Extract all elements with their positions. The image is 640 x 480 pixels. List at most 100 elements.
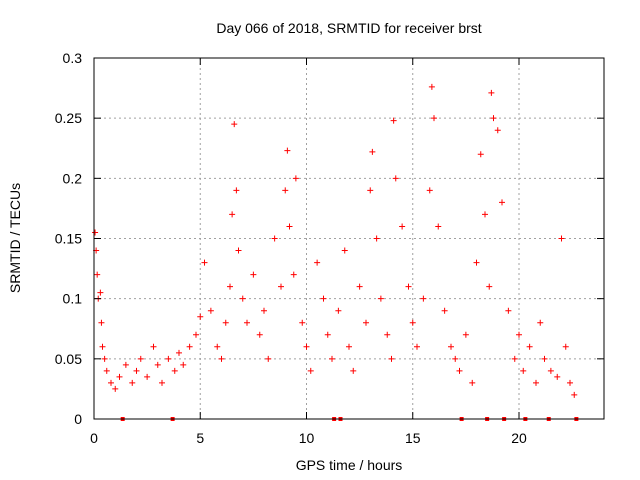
data-point [469, 379, 476, 386]
data-point [129, 379, 136, 386]
data-point [369, 148, 376, 155]
x-tick-label: 10 [299, 430, 315, 446]
data-point [499, 199, 505, 206]
data-point [335, 307, 342, 314]
x-axis-label: GPS time / hours [296, 457, 403, 473]
data-point [133, 367, 140, 374]
data-point [473, 259, 480, 266]
y-tick-label: 0.2 [63, 170, 83, 186]
data-point [414, 343, 420, 350]
data-point [229, 211, 236, 218]
data-point [426, 187, 433, 194]
data-point [97, 289, 104, 296]
data-point [244, 319, 250, 326]
data-point [462, 331, 469, 338]
data-point [180, 361, 187, 368]
data-point [233, 187, 240, 194]
data-point [494, 127, 501, 134]
data-point [235, 247, 242, 254]
data-point [477, 151, 484, 158]
data-point [112, 385, 119, 392]
data-point [303, 343, 310, 350]
data-point [388, 355, 395, 362]
data-point [558, 235, 565, 242]
data-point [99, 343, 106, 350]
data-point [284, 147, 291, 154]
data-point [214, 343, 221, 350]
data-point [278, 283, 284, 290]
data-point [324, 331, 331, 338]
data-point [363, 319, 369, 326]
data-point [428, 83, 435, 90]
x-tick-label: 5 [196, 430, 204, 446]
data-point [431, 115, 437, 122]
data-point [541, 355, 548, 362]
data-point [231, 121, 238, 128]
data-point [116, 373, 123, 380]
data-point [261, 307, 267, 314]
data-point [448, 343, 454, 350]
x-tick-label: 15 [405, 430, 421, 446]
data-point [154, 361, 161, 368]
data-point [193, 331, 199, 338]
ticks: 0 0.05 0.1 0.15 0.2 0.25 0.3 0 5 10 15 20 [55, 50, 604, 446]
data-point [409, 319, 416, 326]
data-point [420, 295, 427, 302]
data-point [314, 259, 321, 266]
data-point [562, 343, 569, 350]
data-point [197, 313, 204, 320]
data-point [435, 223, 442, 230]
data-point [405, 283, 412, 290]
data-point [367, 187, 374, 194]
y-tick-label: 0.3 [63, 50, 83, 66]
data-point [265, 355, 272, 362]
data-point [282, 187, 289, 194]
data-point [571, 391, 578, 398]
x-tick-label: 0 [90, 430, 98, 446]
data-points [92, 83, 578, 398]
chart-title: Day 066 of 2018, SRMTID for receiver brs… [216, 20, 481, 36]
data-point [108, 379, 114, 386]
data-point [165, 355, 172, 362]
data-point [144, 373, 151, 380]
data-point [490, 115, 497, 122]
data-point [554, 373, 561, 380]
data-point [250, 271, 257, 278]
data-point [488, 89, 495, 96]
data-point [547, 367, 554, 374]
data-point [122, 361, 129, 368]
data-point [239, 295, 246, 302]
y-tick-label: 0.15 [55, 231, 82, 247]
data-point [98, 319, 105, 326]
y-tick-label: 0.1 [63, 291, 83, 307]
data-point [511, 355, 518, 362]
data-point [150, 343, 157, 350]
data-point [159, 379, 165, 386]
y-tick-label: 0.05 [55, 351, 82, 367]
data-point [171, 367, 178, 374]
data-point [256, 331, 263, 338]
data-point [486, 283, 493, 290]
data-point [271, 235, 278, 242]
data-point [392, 175, 399, 182]
data-point [137, 355, 144, 362]
data-point [456, 367, 463, 374]
data-point [516, 331, 522, 338]
data-point [441, 307, 448, 314]
data-point [452, 355, 459, 362]
data-point [537, 319, 544, 326]
y-tick-label: 0.25 [55, 110, 82, 126]
data-point [207, 307, 214, 314]
y-axis-label: SRMTID / TECUs [7, 183, 23, 293]
data-point [186, 343, 193, 350]
data-point [290, 271, 297, 278]
data-point [94, 271, 101, 278]
data-point [384, 331, 391, 338]
data-point [307, 367, 314, 374]
data-point [176, 349, 182, 356]
data-point [92, 229, 99, 236]
data-point [350, 367, 357, 374]
data-point [227, 283, 233, 290]
